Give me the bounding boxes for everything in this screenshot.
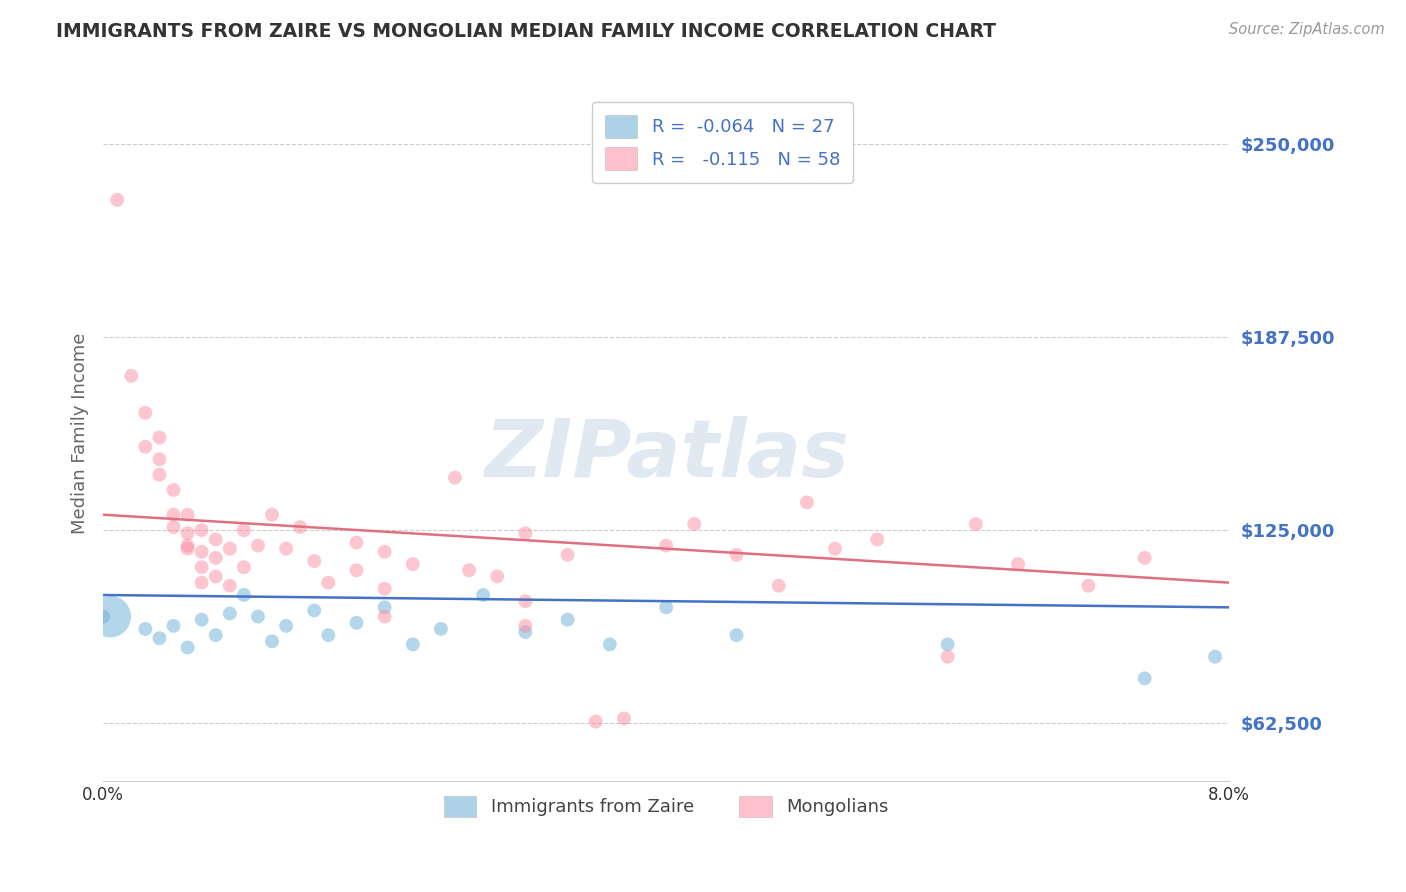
Point (190, 545, 212, 559)
Point (218, 541, 240, 556)
Point (1133, 550, 1156, 565)
Point (176, 541, 198, 556)
Point (204, 533, 226, 547)
Point (148, 452, 170, 467)
Point (725, 548, 748, 562)
Point (176, 539, 198, 553)
Text: IMMIGRANTS FROM ZAIRE VS MONGOLIAN MEDIAN FAMILY INCOME CORRELATION CHART: IMMIGRANTS FROM ZAIRE VS MONGOLIAN MEDIA… (56, 22, 997, 41)
Point (374, 600, 396, 615)
Point (824, 541, 846, 556)
Point (430, 622, 453, 636)
Point (1007, 557, 1029, 571)
Point (260, 634, 283, 648)
Point (965, 516, 987, 531)
Point (204, 569, 226, 583)
Text: Source: ZipAtlas.com: Source: ZipAtlas.com (1229, 22, 1385, 37)
Point (190, 575, 212, 590)
Point (374, 609, 396, 624)
Point (134, 406, 156, 420)
Point (374, 582, 396, 596)
Point (204, 628, 226, 642)
Point (218, 579, 240, 593)
Point (796, 495, 818, 509)
Point (304, 603, 326, 617)
Point (472, 588, 495, 602)
Point (162, 508, 184, 522)
Point (318, 628, 340, 642)
Point (458, 563, 481, 577)
Point (148, 467, 170, 482)
Point (585, 714, 607, 729)
Point (768, 579, 790, 593)
Point (515, 625, 537, 640)
Point (260, 508, 283, 522)
Point (318, 575, 340, 590)
Point (232, 560, 254, 574)
Point (683, 516, 706, 531)
Point (444, 471, 467, 485)
Point (148, 631, 170, 645)
Point (613, 711, 636, 725)
Point (176, 640, 198, 655)
Point (190, 523, 212, 537)
Point (515, 594, 537, 608)
Point (655, 539, 678, 553)
Point (936, 649, 959, 664)
Point (176, 526, 198, 541)
Point (162, 520, 184, 534)
Point (515, 526, 537, 541)
Point (290, 520, 312, 534)
Point (190, 613, 212, 627)
Point (1077, 579, 1099, 593)
Point (134, 622, 156, 636)
Point (557, 613, 579, 627)
Point (176, 508, 198, 522)
Point (346, 615, 368, 630)
Point (91, 609, 114, 624)
Point (162, 483, 184, 497)
Point (402, 557, 425, 571)
Point (866, 533, 889, 547)
Point (374, 545, 396, 559)
Point (599, 637, 621, 651)
Point (1204, 649, 1226, 664)
Point (204, 550, 226, 565)
Point (274, 541, 297, 556)
Point (134, 440, 156, 454)
Point (232, 588, 254, 602)
Point (402, 637, 425, 651)
Point (655, 600, 678, 615)
Point (148, 431, 170, 445)
Point (346, 563, 368, 577)
Point (304, 554, 326, 568)
Point (246, 539, 269, 553)
Point (346, 535, 368, 549)
Y-axis label: Median Family Income: Median Family Income (72, 333, 89, 534)
Point (190, 560, 212, 574)
Point (557, 548, 579, 562)
Point (162, 619, 184, 633)
Point (105, 193, 128, 207)
Legend: Immigrants from Zaire, Mongolians: Immigrants from Zaire, Mongolians (437, 789, 896, 824)
Point (232, 523, 254, 537)
Point (98, 609, 121, 624)
Point (486, 569, 509, 583)
Point (1133, 671, 1156, 685)
Text: ZIPatlas: ZIPatlas (484, 416, 849, 493)
Point (274, 619, 297, 633)
Point (246, 609, 269, 624)
Point (120, 368, 142, 383)
Point (725, 628, 748, 642)
Point (218, 607, 240, 621)
Point (515, 619, 537, 633)
Point (936, 637, 959, 651)
